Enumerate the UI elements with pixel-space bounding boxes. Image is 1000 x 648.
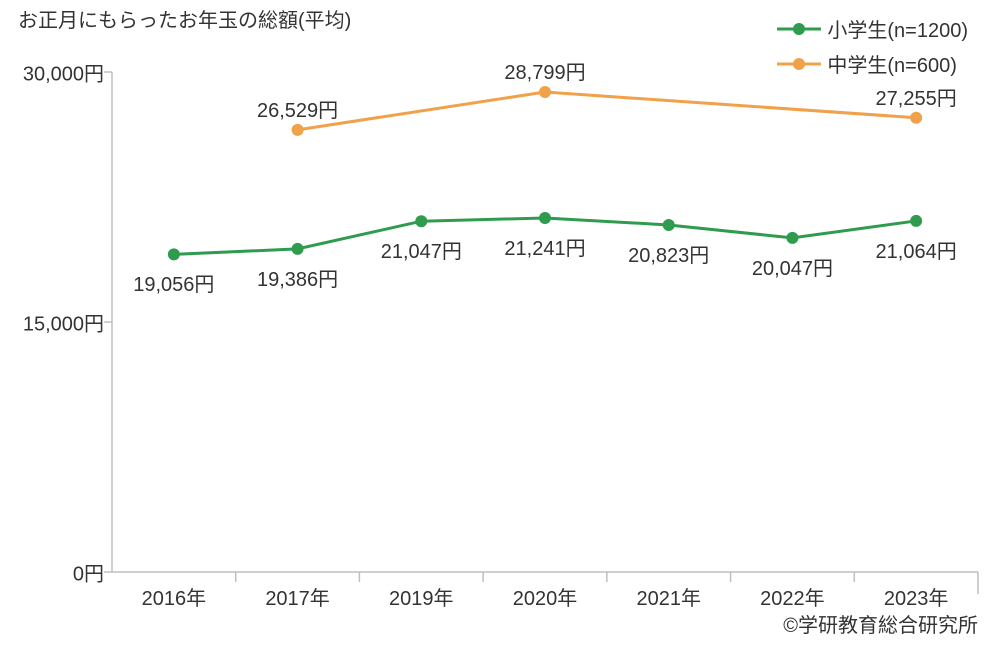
x-tick-label: 2023年	[884, 582, 949, 611]
legend-item-elementary: 小学生(n=1200)	[777, 14, 968, 43]
y-tick-label: 15,000円	[4, 308, 104, 337]
data-label: 20,047円	[752, 252, 833, 281]
x-tick-label: 2017年	[265, 582, 330, 611]
x-tick-label: 2019年	[389, 582, 454, 611]
chart-title: お正月にもらったお年玉の総額(平均)	[18, 4, 351, 33]
data-label: 27,255円	[876, 82, 957, 111]
data-label: 19,386円	[257, 263, 338, 292]
data-label: 21,047円	[381, 235, 462, 264]
chart-container: お正月にもらったお年玉の総額(平均) 小学生(n=1200) 中学生(n=600…	[0, 0, 1000, 648]
copyright: ©学研教育総合研究所	[783, 609, 978, 638]
legend-swatch-junior-high	[777, 57, 821, 71]
data-label: 20,823円	[628, 239, 709, 268]
y-tick-label: 0円	[4, 558, 104, 587]
legend-dot-icon	[793, 23, 805, 35]
legend-label-elementary: 小学生(n=1200)	[827, 14, 968, 43]
data-label: 21,064円	[876, 235, 957, 264]
x-tick-label: 2021年	[636, 582, 701, 611]
data-label: 26,529円	[257, 94, 338, 123]
plot-area	[112, 72, 978, 572]
data-label: 21,241円	[504, 232, 585, 261]
x-tick-label: 2016年	[142, 582, 207, 611]
y-tick-label: 30,000円	[4, 58, 104, 87]
legend: 小学生(n=1200) 中学生(n=600)	[777, 14, 968, 78]
data-label: 19,056円	[133, 268, 214, 297]
x-tick-label: 2022年	[760, 582, 825, 611]
data-label: 28,799円	[504, 56, 585, 85]
legend-dot-icon	[793, 58, 805, 70]
x-tick-label: 2020年	[513, 582, 578, 611]
legend-swatch-elementary	[777, 22, 821, 36]
